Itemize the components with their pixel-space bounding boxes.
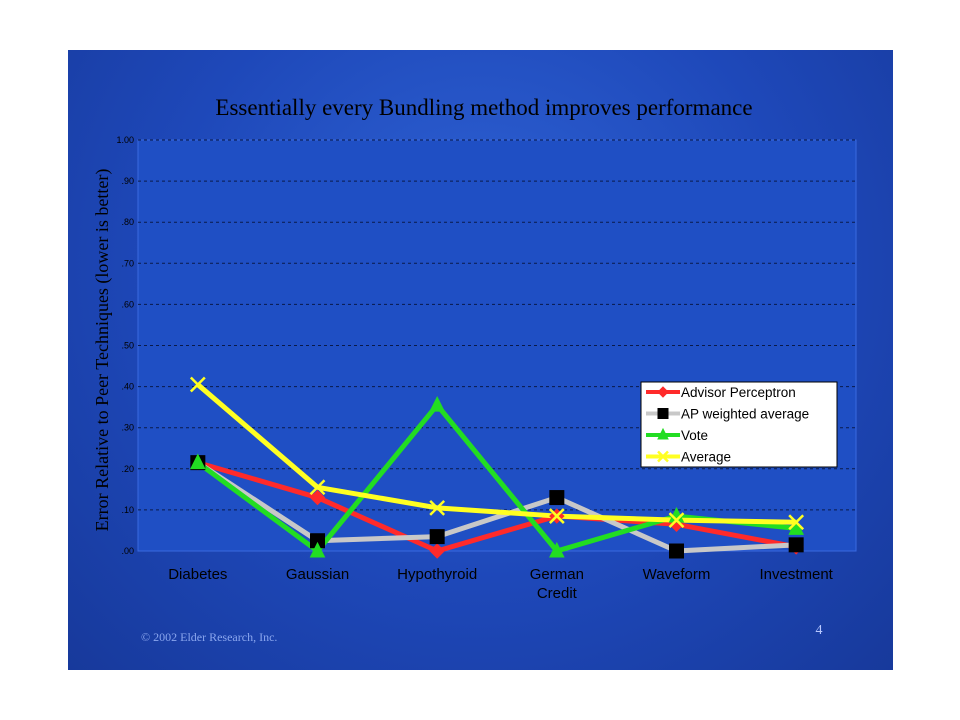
data-point: [788, 537, 804, 553]
data-point: [548, 508, 565, 524]
plot-area: [137, 139, 857, 552]
data-point: [549, 490, 565, 506]
legend-item: Advisor Perceptron: [646, 385, 796, 400]
y-tick-label: .20: [121, 464, 134, 474]
x-tick-label: Hypothyroid: [397, 566, 477, 583]
data-point: [669, 543, 684, 559]
y-tick-label: .90: [121, 176, 134, 186]
legend-label: Vote: [681, 428, 708, 443]
data-point: [429, 543, 445, 559]
legend-label: Advisor Perceptron: [681, 385, 796, 400]
x-tick-label: Gaussian: [286, 566, 349, 583]
chart-title: Essentially every Bundling method improv…: [215, 95, 752, 120]
legend-item: AP weighted average: [646, 407, 809, 422]
legend-box: [640, 381, 838, 468]
x-tick-label: Diabetes: [168, 566, 227, 583]
data-point: [429, 499, 446, 516]
data-point: [657, 450, 669, 463]
y-axis-label: Error Relative to Peer Techniques (lower…: [92, 169, 113, 532]
series-lines: [189, 376, 805, 559]
legend: Advisor Perceptron AP weighted average Vot…: [640, 381, 838, 468]
x-tick-label: Waveform: [643, 566, 711, 583]
x-tick-label: Investment: [759, 566, 833, 583]
data-point: [309, 479, 326, 496]
data-point: [429, 529, 445, 545]
data-point: [668, 512, 685, 529]
y-tick-label: .60: [121, 299, 134, 309]
data-point: [309, 489, 326, 506]
x-tick-labels: Diabetes Gaussian Hypothyroid German Credit W…: [168, 566, 833, 602]
y-tick-label: .10: [121, 505, 134, 515]
data-point: [788, 514, 805, 531]
legend-label: Average: [681, 450, 731, 465]
y-tick-label: .00: [121, 546, 134, 556]
legend-items: Advisor Perceptron AP weighted average Vot…: [646, 385, 809, 465]
y-tick-label: 1.00: [116, 135, 134, 145]
series-line: [197, 460, 797, 554]
legend-item: Vote: [646, 427, 708, 443]
y-tick-label: .80: [121, 217, 134, 227]
data-point: [190, 453, 206, 470]
data-point: [657, 386, 669, 398]
copyright-text: © 2002 Elder Research, Inc.: [141, 630, 277, 644]
data-point: [429, 395, 445, 412]
y-tick-label: .30: [121, 423, 134, 433]
data-point: [549, 541, 565, 558]
legend-item: Average: [646, 450, 731, 465]
series-line: [196, 460, 797, 554]
y-tick-labels: .00 .10 .20 .30 .40 .50 .60 .70 .80 .90 1.00: [116, 135, 134, 556]
data-point: [309, 541, 326, 558]
x-tick-label: German Credit: [530, 566, 584, 602]
y-tick-label: .70: [121, 258, 134, 268]
data-point: [657, 408, 669, 419]
page-number: 4: [816, 623, 823, 638]
data-point: [657, 427, 669, 440]
y-tick-label: .50: [121, 341, 134, 351]
legend-label: AP weighted average: [681, 407, 809, 422]
data-point: [189, 376, 206, 393]
y-tick-label: .40: [121, 382, 134, 392]
series-line: [196, 382, 797, 525]
